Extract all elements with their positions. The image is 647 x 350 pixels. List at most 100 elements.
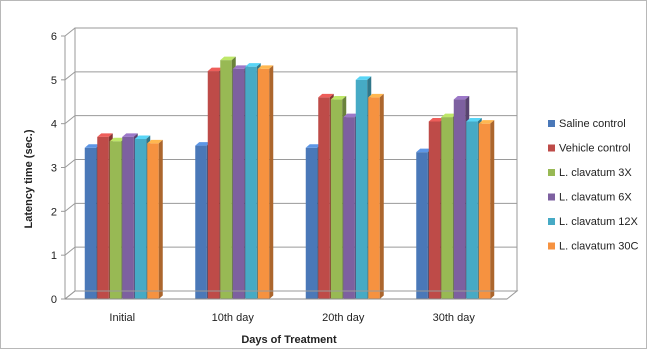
bar bbox=[147, 139, 163, 299]
bar-top bbox=[355, 76, 372, 80]
bar-top bbox=[305, 144, 322, 148]
bar bbox=[368, 93, 384, 299]
bar-top bbox=[416, 148, 432, 153]
legend-swatch bbox=[548, 169, 555, 176]
y-tick-label: 4 bbox=[51, 119, 57, 131]
bar-top bbox=[466, 117, 482, 122]
legend-item: Vehicle control bbox=[548, 143, 631, 155]
bar-top bbox=[441, 113, 457, 118]
bar-front bbox=[330, 99, 343, 299]
bars-group bbox=[84, 56, 495, 300]
bar-front bbox=[109, 141, 122, 299]
bar-front bbox=[84, 147, 97, 299]
bar-front bbox=[232, 68, 245, 299]
bar-top bbox=[195, 142, 211, 146]
bar-front bbox=[134, 139, 147, 299]
legend-label: L. clavatum 30C bbox=[559, 241, 639, 253]
legend-swatch bbox=[548, 120, 555, 127]
bar-top bbox=[84, 144, 101, 148]
x-tick-label: 30th day bbox=[433, 312, 476, 324]
legend-label: Saline control bbox=[559, 118, 626, 130]
bar-front bbox=[195, 145, 207, 299]
y-tick-label: 2 bbox=[51, 206, 57, 218]
gridline-depth bbox=[64, 71, 76, 81]
legend-label: Vehicle control bbox=[559, 143, 631, 155]
x-tick-label: 20th day bbox=[322, 312, 365, 324]
bar-top bbox=[330, 96, 347, 100]
bar-front bbox=[305, 147, 318, 299]
bar-top bbox=[147, 139, 163, 144]
bar-front bbox=[343, 117, 355, 299]
bar bbox=[257, 65, 274, 299]
bar-front bbox=[428, 121, 441, 299]
bar-top bbox=[368, 93, 384, 98]
legend-swatch bbox=[548, 144, 555, 152]
bar-top bbox=[428, 117, 445, 122]
bar-side bbox=[379, 93, 384, 299]
legend-item: L. clavatum 30C bbox=[548, 241, 639, 253]
bar-front bbox=[220, 60, 232, 299]
bar-front bbox=[453, 99, 466, 299]
bar-front bbox=[466, 121, 478, 299]
legend-item: L. clavatum 3X bbox=[548, 167, 632, 179]
bar-side bbox=[490, 120, 495, 300]
bar-top bbox=[220, 56, 236, 61]
bar-top bbox=[453, 96, 470, 100]
y-tick-label: 3 bbox=[51, 163, 57, 175]
legend: Saline control Vehicle control L. clavatum… bbox=[548, 118, 639, 253]
bar-top bbox=[343, 113, 359, 118]
bar bbox=[478, 120, 495, 300]
bar-front bbox=[122, 136, 134, 299]
bar-front bbox=[416, 152, 428, 299]
bar-top bbox=[478, 120, 495, 124]
y-tick-label: 1 bbox=[51, 250, 57, 262]
plot-floor bbox=[63, 290, 519, 300]
bar-top bbox=[122, 133, 138, 137]
legend-label: L. clavatum 6X bbox=[559, 192, 632, 204]
x-axis-title: Days of Treatment bbox=[241, 334, 337, 346]
bar-side bbox=[158, 139, 163, 299]
bar-front bbox=[318, 97, 330, 299]
legend-swatch bbox=[548, 242, 555, 250]
legend-swatch bbox=[548, 218, 555, 225]
legend-item: L. clavatum 6X bbox=[548, 192, 632, 204]
bar-side bbox=[269, 65, 274, 299]
bar-top bbox=[257, 65, 274, 69]
y-tick-label: 6 bbox=[51, 31, 57, 43]
bar-front bbox=[147, 143, 159, 299]
bar-front bbox=[368, 97, 380, 299]
bar-top bbox=[318, 93, 334, 98]
bar-front bbox=[478, 123, 491, 300]
bar-front bbox=[257, 68, 270, 299]
gridline-depth bbox=[64, 27, 76, 37]
x-tick-labels: Initial 10th day 20th day 30th day bbox=[109, 312, 475, 324]
bar-front bbox=[97, 136, 109, 299]
bar-top bbox=[97, 133, 113, 137]
gridline-depth bbox=[64, 202, 76, 212]
legend-item: Saline control bbox=[548, 118, 626, 130]
gridline-depth bbox=[64, 115, 76, 125]
bar-front bbox=[441, 117, 453, 299]
legend-label: L. clavatum 12X bbox=[559, 216, 639, 228]
gridline-depth bbox=[64, 246, 76, 256]
bar-top bbox=[245, 63, 261, 67]
bar-front bbox=[355, 79, 368, 299]
bar-top bbox=[134, 135, 151, 140]
x-tick-label: Initial bbox=[109, 312, 135, 324]
legend-label: L. clavatum 3X bbox=[559, 167, 632, 179]
gridline-depth bbox=[64, 159, 76, 168]
bar-front bbox=[207, 71, 220, 299]
legend-swatch bbox=[548, 193, 555, 201]
bar-top bbox=[109, 137, 126, 142]
bar-top bbox=[207, 67, 224, 72]
legend-item: L. clavatum 12X bbox=[548, 216, 639, 228]
y-axis-title: Latency time (sec.) bbox=[23, 129, 35, 228]
y-tick-label: 0 bbox=[51, 294, 57, 306]
bar-front bbox=[245, 66, 257, 299]
bar-top bbox=[232, 65, 249, 69]
y-tick-labels: 0 1 2 3 4 5 6 bbox=[51, 31, 57, 306]
x-tick-label: 10th day bbox=[212, 312, 255, 324]
y-tick-label: 5 bbox=[51, 75, 57, 87]
